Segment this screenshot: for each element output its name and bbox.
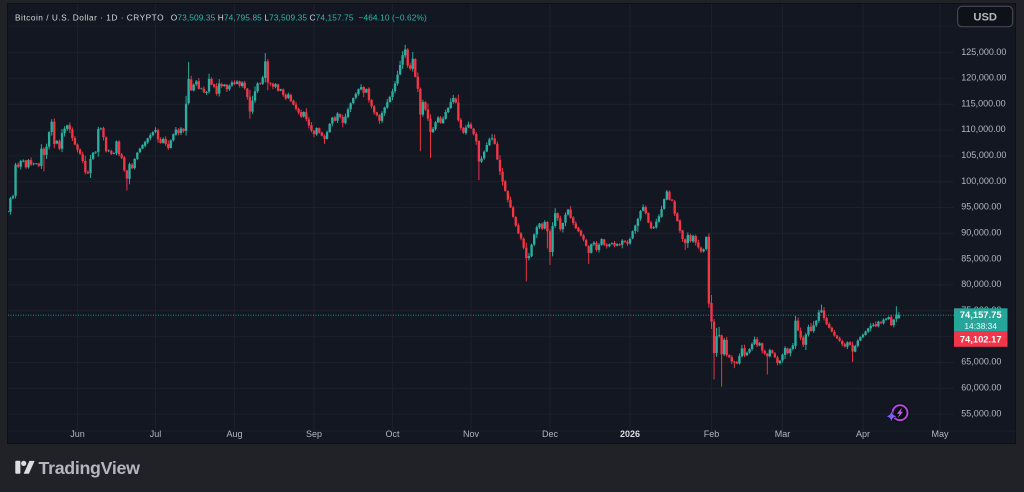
svg-text:125,000.00: 125,000.00: [961, 47, 1006, 57]
svg-text:120,000.00: 120,000.00: [961, 73, 1006, 83]
svg-text:Jun: Jun: [70, 429, 85, 439]
svg-text:85,000.00: 85,000.00: [961, 253, 1001, 263]
svg-text:74,157.75: 74,157.75: [960, 309, 1002, 320]
svg-text:60,000.00: 60,000.00: [961, 383, 1001, 393]
svg-text:110,000.00: 110,000.00: [961, 124, 1005, 134]
svg-text:May: May: [931, 429, 949, 439]
svg-text:Aug: Aug: [226, 429, 242, 439]
svg-text:95,000.00: 95,000.00: [961, 202, 1001, 212]
svg-text:90,000.00: 90,000.00: [961, 228, 1001, 238]
svg-text:115,000.00: 115,000.00: [961, 98, 1005, 108]
svg-text:80,000.00: 80,000.00: [961, 279, 1001, 289]
svg-text:100,000.00: 100,000.00: [961, 176, 1006, 186]
svg-text:USD: USD: [973, 12, 997, 24]
svg-text:TradingView: TradingView: [39, 458, 141, 478]
svg-text:Nov: Nov: [463, 429, 480, 439]
svg-text:2026: 2026: [620, 429, 640, 439]
svg-text:Apr: Apr: [856, 429, 870, 439]
svg-text:55,000.00: 55,000.00: [961, 408, 1001, 418]
svg-text:Sep: Sep: [306, 429, 322, 439]
svg-text:105,000.00: 105,000.00: [961, 150, 1006, 160]
svg-text:14:38:34: 14:38:34: [964, 321, 997, 331]
svg-text:Jul: Jul: [150, 429, 162, 439]
svg-text:Feb: Feb: [704, 429, 720, 439]
svg-text:Dec: Dec: [542, 429, 559, 439]
svg-text:74,102.17: 74,102.17: [960, 333, 1002, 344]
svg-text:Mar: Mar: [775, 429, 791, 439]
svg-text:O73,509.35 H74,795.85 L73,509.: O73,509.35 H74,795.85 L73,509.35 C74,157…: [171, 13, 427, 23]
svg-text:Bitcoin / U.S. Dollar · 1D · C: Bitcoin / U.S. Dollar · 1D · CRYPTO: [15, 13, 164, 23]
svg-text:65,000.00: 65,000.00: [961, 357, 1001, 367]
svg-text:Oct: Oct: [385, 429, 400, 439]
